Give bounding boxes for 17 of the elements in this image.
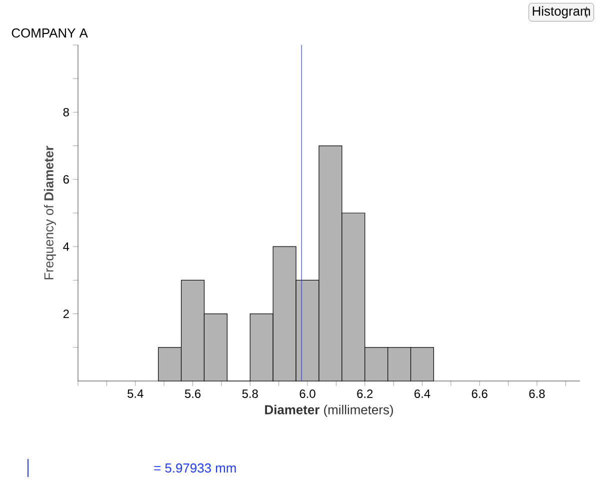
y-tick-label: 4 — [63, 242, 70, 251]
x-tick-label: 6.8 — [529, 390, 545, 398]
y-tick-label: 8 — [63, 108, 69, 116]
x-tick-label: 5.8 — [242, 390, 258, 398]
x-axis-title: Diameter (millimeters) — [265, 404, 393, 417]
x-tick-label: 5.4 — [128, 390, 144, 398]
x-tick-label: 5.6 — [184, 390, 201, 398]
x-tick-label: 6.0 — [300, 390, 316, 398]
x-tick-label: 6.6 — [472, 390, 488, 398]
ref-line-label: = 5.97933 mm — [154, 463, 236, 473]
x-tick-label: 6.2 — [357, 390, 373, 398]
x-tick-label: 6.4 — [414, 390, 430, 398]
text: Histogram — [532, 6, 590, 18]
y-tick-label: 6 — [63, 175, 69, 184]
chart-title: COMPANY A — [12, 28, 88, 38]
y-axis-title: Frequency of Diameter — [44, 146, 56, 280]
y-tick-label: 2 — [63, 310, 69, 318]
